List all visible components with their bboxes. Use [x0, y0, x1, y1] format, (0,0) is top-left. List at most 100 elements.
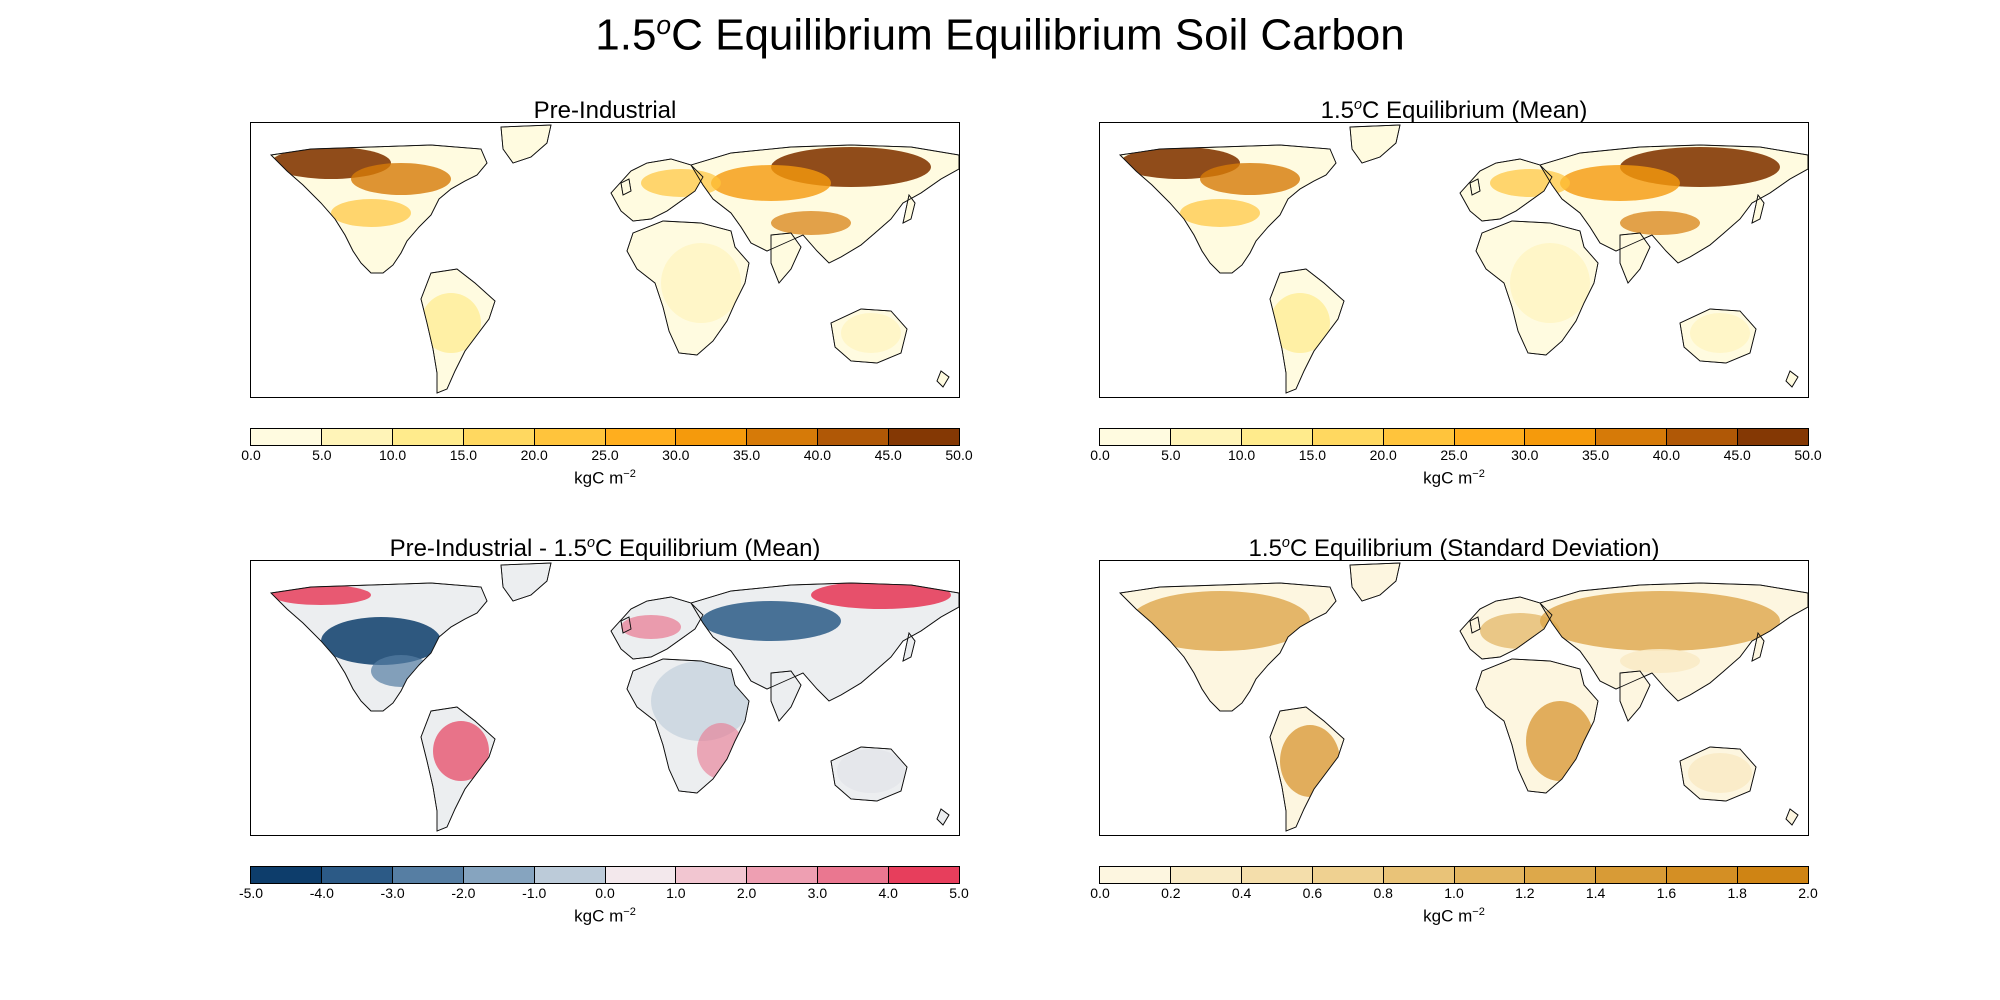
- colorbar-tick-label: 15.0: [449, 447, 478, 463]
- colorbar-tick-label: -2.0: [451, 885, 476, 901]
- colorbar-tick-label: 1.2: [1515, 885, 1535, 901]
- colorbar-strip: [1099, 428, 1809, 446]
- colorbar-tick-label: 2.0: [736, 885, 757, 901]
- panel-standard-deviation: 1.5oC Equilibrium (Standard Deviation) 0…: [1090, 528, 1818, 927]
- colorbar-tick-label: -4.0: [309, 885, 334, 901]
- colorbar-swatch: [818, 867, 890, 883]
- world-map: [1099, 560, 1809, 836]
- colorbar-tick-label: 2.0: [1798, 885, 1818, 901]
- colorbar-swatch: [889, 429, 960, 445]
- colorbar-swatch: [605, 867, 677, 883]
- colorbar-tick-label: 3.0: [807, 885, 828, 901]
- colorbar-swatch: [1525, 429, 1597, 445]
- colorbar-swatch: [1596, 867, 1668, 883]
- colorbar-tick-label: 25.0: [1440, 447, 1468, 463]
- colorbar-ticks: 0.0 5.0 10.0 15.0 20.0 25.0 30.0 35.0 40.0 45.0 50…: [1090, 446, 1821, 464]
- colorbar-tick-label: 1.8: [1727, 885, 1747, 901]
- colorbar-tick-label: 1.0: [1444, 885, 1464, 901]
- colorbar-tick-label: 10.0: [1227, 447, 1256, 463]
- colorbar-swatch: [1312, 429, 1384, 445]
- colorbar: 0.0 0.2 0.4 0.6 0.8 1.0 1.2 1.4 1.6 1.8 2.0 kgC m−…: [1090, 866, 1818, 927]
- colorbar-swatch: [1525, 867, 1597, 883]
- colorbar-tick-label: 20.0: [1369, 447, 1397, 463]
- colorbar-swatch: [1241, 429, 1313, 445]
- colorbar-tick-label: 30.0: [1511, 447, 1539, 463]
- colorbar-tick-label: 1.0: [666, 885, 686, 901]
- colorbar-swatch: [463, 867, 535, 883]
- colorbar-swatch: [747, 867, 819, 883]
- colorbar-swatch: [1100, 429, 1171, 445]
- colorbar-tick-label: 0.6: [1302, 885, 1323, 901]
- colorbar-strip: [250, 428, 960, 446]
- figure-title: 1.5oC Equilibrium Equilibrium Soil Carbo…: [595, 10, 1405, 60]
- colorbar-swatch: [392, 867, 464, 883]
- colorbar-swatch: [1241, 867, 1313, 883]
- colorbar-swatch: [1170, 867, 1242, 883]
- colorbar-tick-label: 30.0: [662, 447, 690, 463]
- colorbar-swatch: [818, 429, 890, 445]
- colorbar-swatch: [676, 429, 748, 445]
- panel-title: Pre-Industrial - 1.5oC Equilibrium (Mean…: [389, 535, 821, 562]
- colorbar-tick-label: 45.0: [1723, 447, 1751, 463]
- colorbar-swatch: [321, 429, 393, 445]
- colorbar: 0.0 5.0 10.0 15.0 20.0 25.0 30.0 35.0 40.0 45.0 50…: [241, 428, 973, 489]
- colorbar-strip: [1099, 866, 1809, 884]
- panel-title: Pre-Industrial: [533, 97, 677, 124]
- colorbar-swatch: [676, 867, 748, 883]
- map-canvas: [270, 562, 959, 832]
- panel-equilibrium-mean: 1.5oC Equilibrium (Mean) 0.0 5.0 10.0 15.0 2…: [1090, 90, 1822, 489]
- colorbar-swatch: [1596, 429, 1668, 445]
- colorbar-tick-label: -5.0: [238, 885, 264, 901]
- world-map: [1099, 122, 1809, 398]
- colorbar-tick-label: 50.0: [945, 447, 973, 463]
- colorbar-tick-label: 0.0: [241, 447, 261, 463]
- colorbar-swatch: [534, 867, 606, 883]
- colorbar-ticks: -5.0 -4.0 -3.0 -2.0 -1.0 0.0 1.0 2.0 3.0 4.0 5.0: [239, 884, 969, 902]
- colorbar-tick-label: 0.0: [1090, 447, 1110, 463]
- colorbar-tick-label: 1.6: [1656, 885, 1677, 901]
- world-map: [250, 560, 960, 836]
- panel-pre-industrial: Pre-Industrial 0.0 5.0 10.0 15.0 20.0 25.0 30.…: [241, 90, 973, 489]
- colorbar-unit-label: kgC m−2: [574, 468, 636, 488]
- colorbar: 0.0 5.0 10.0 15.0 20.0 25.0 30.0 35.0 40.0 45.0 50…: [1090, 428, 1822, 489]
- colorbar-unit-label: kgC m−2: [1423, 468, 1485, 488]
- colorbar-swatch: [251, 867, 322, 883]
- colorbar-tick-label: 15.0: [1298, 447, 1327, 463]
- colorbar-swatch: [1454, 867, 1526, 883]
- colorbar-swatch: [1738, 867, 1809, 883]
- map-canvas: [270, 124, 959, 394]
- colorbar-tick-label: 5.0: [949, 885, 969, 901]
- world-map: [250, 122, 960, 398]
- colorbar-tick-label: 0.4: [1231, 885, 1252, 901]
- colorbar-swatch: [1667, 867, 1739, 883]
- colorbar-swatch: [1738, 429, 1809, 445]
- colorbar-swatch: [251, 429, 322, 445]
- map-canvas: [1119, 562, 1808, 832]
- colorbar-tick-label: 20.0: [520, 447, 548, 463]
- colorbar-unit-label: kgC m−2: [574, 906, 636, 926]
- colorbar-ticks: 0.0 5.0 10.0 15.0 20.0 25.0 30.0 35.0 40.0 45.0 50…: [241, 446, 972, 464]
- colorbar-tick-label: 25.0: [591, 447, 619, 463]
- colorbar-tick-label: 0.0: [1090, 885, 1110, 901]
- colorbar-swatch: [1454, 429, 1526, 445]
- colorbar-tick-label: 10.0: [378, 447, 407, 463]
- panel-title: 1.5oC Equilibrium (Standard Deviation): [1248, 535, 1660, 562]
- colorbar-tick-label: 4.0: [878, 885, 898, 901]
- panel-title: 1.5oC Equilibrium (Mean): [1320, 97, 1588, 124]
- colorbar-swatch: [321, 867, 393, 883]
- map-canvas: [1119, 124, 1808, 394]
- colorbar-swatch: [1667, 429, 1739, 445]
- colorbar-strip: [250, 866, 960, 884]
- colorbar-swatch: [392, 429, 464, 445]
- colorbar-tick-label: 0.2: [1161, 885, 1181, 901]
- colorbar-swatch: [1383, 867, 1455, 883]
- colorbar-tick-label: 35.0: [1581, 447, 1610, 463]
- colorbar-swatch: [463, 429, 535, 445]
- colorbar-tick-label: 1.4: [1585, 885, 1606, 901]
- colorbar-tick-label: 40.0: [803, 447, 832, 463]
- colorbar-swatch: [534, 429, 606, 445]
- colorbar-tick-label: 40.0: [1652, 447, 1681, 463]
- colorbar-swatch: [1383, 429, 1455, 445]
- colorbar: -5.0 -4.0 -3.0 -2.0 -1.0 0.0 1.0 2.0 3.0 4.0 5.0 k…: [239, 866, 969, 927]
- colorbar-swatch: [1312, 867, 1384, 883]
